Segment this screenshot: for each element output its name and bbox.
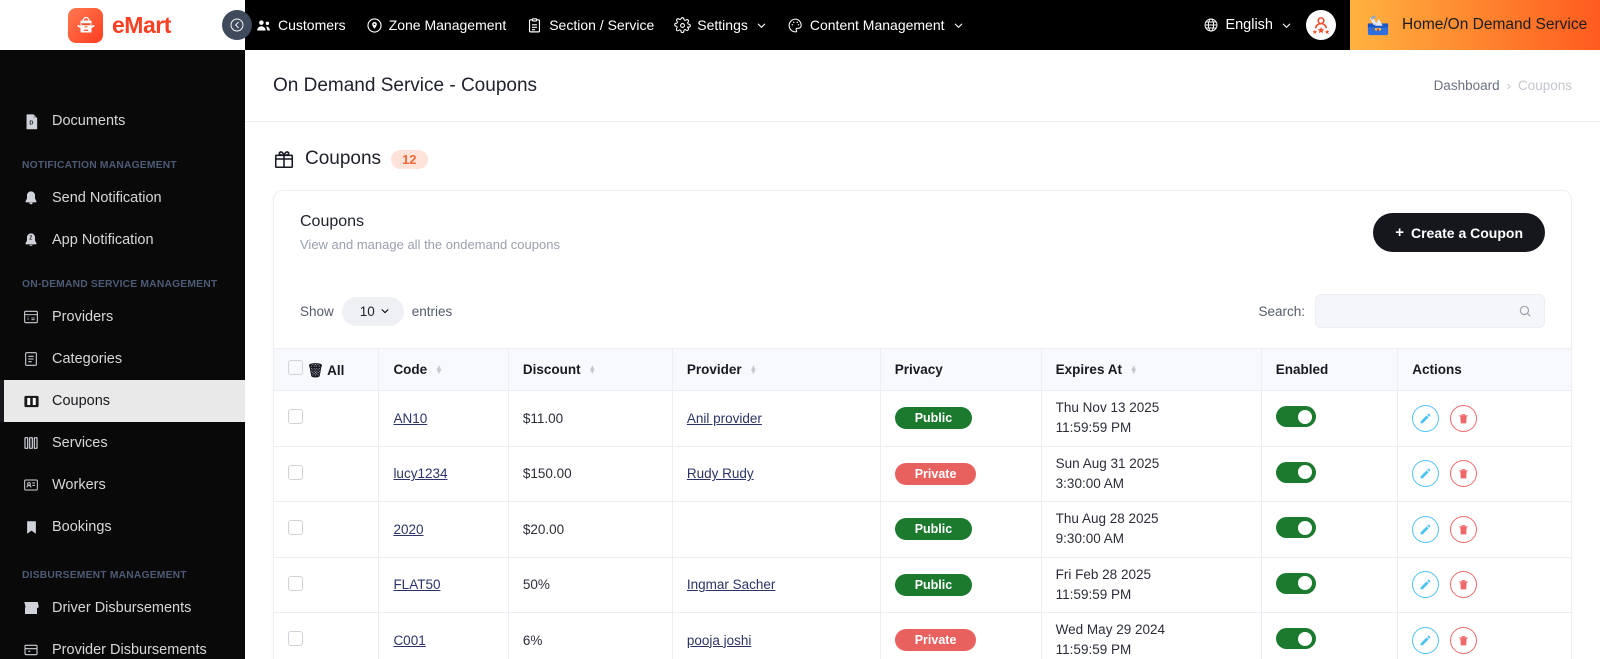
svg-text:Z: Z [29, 236, 32, 242]
svg-text:D: D [29, 120, 33, 126]
svg-text:i: i [27, 316, 28, 321]
